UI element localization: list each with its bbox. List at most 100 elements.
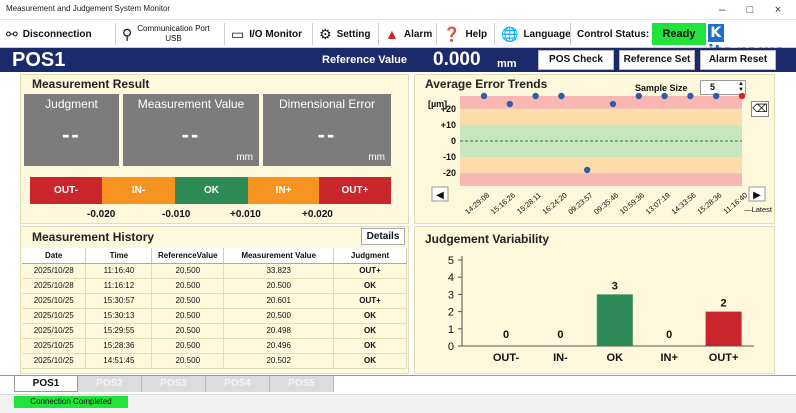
globe-icon: 🌐	[501, 25, 519, 42]
column-header[interactable]: Judgment	[333, 248, 407, 264]
trend-point[interactable]	[635, 92, 642, 100]
pos-check-button[interactable]: POS Check	[538, 50, 614, 70]
dimensional-error-value: --	[317, 122, 337, 147]
x-tick-label: OK	[607, 352, 624, 364]
close-button[interactable]: ×	[774, 4, 782, 16]
table-row[interactable]: 2025/10/28 11:16:12 20.500 20.500 OK	[22, 278, 407, 294]
help-button[interactable]: ❓ Help	[443, 22, 487, 46]
chevron-left-icon[interactable]: ◀	[436, 190, 444, 201]
trend-point[interactable]	[480, 92, 488, 100]
trend-point[interactable]	[687, 92, 694, 100]
dimensional-error-unit: mm	[368, 152, 385, 163]
x-tick-label: 14:29:08	[463, 191, 491, 217]
tab-pos4[interactable]: POS4	[206, 376, 270, 392]
trend-point[interactable]	[532, 92, 539, 100]
trend-point[interactable]	[609, 100, 617, 108]
language-button[interactable]: 🌐 Language	[501, 22, 571, 46]
maximize-button[interactable]: □	[746, 4, 754, 16]
help-icon: ❓	[443, 25, 461, 42]
tolerance-zone	[460, 157, 742, 174]
trend-point[interactable]	[661, 92, 668, 100]
table-row[interactable]: 2025/10/25 14:51:45 20.500 20.502 OK	[22, 353, 407, 369]
judgment-value: --	[62, 122, 81, 147]
table-row[interactable]: 2025/10/28 11:16:40 20.500 33.823 OUT+	[22, 263, 407, 279]
table-cell: 20.601	[223, 293, 335, 309]
disconnection-button[interactable]: ⚯ Disconnection	[6, 22, 92, 46]
bar[interactable]	[705, 311, 742, 346]
table-cell: 20.500	[151, 353, 225, 369]
window-title: Measurement and Judgement System Monitor	[6, 4, 171, 13]
trend-point[interactable]	[506, 100, 513, 108]
table-cell: OK	[333, 308, 407, 324]
language-label: Language	[523, 28, 571, 40]
column-header[interactable]: Measurement Value	[223, 248, 335, 264]
bar-value-label: 0	[557, 329, 563, 341]
table-cell: OK	[333, 323, 407, 339]
unplug-icon: ⚯	[6, 25, 18, 42]
trend-point[interactable]	[558, 92, 565, 100]
setting-button[interactable]: ⚙ Setting	[319, 22, 370, 46]
x-tick-label: IN-	[553, 352, 568, 364]
column-header[interactable]: Date	[22, 248, 87, 264]
status-text: Connection Completed	[14, 396, 128, 408]
table-row[interactable]: 2025/10/25 15:28:36 20.500 20.496 OK	[22, 338, 407, 354]
tab-pos1[interactable]: POS1	[14, 376, 78, 392]
trend-point[interactable]	[738, 92, 746, 100]
window-titlebar: Measurement and Judgement System Monitor…	[0, 0, 796, 20]
threshold-label: -0.010	[162, 209, 191, 220]
measurement-value-box: Measurement Value -- mm	[123, 94, 259, 166]
table-cell: 20.500	[151, 338, 225, 354]
bar[interactable]	[596, 294, 633, 346]
reference-set-button[interactable]: Reference Set	[619, 50, 695, 70]
chevron-right-icon[interactable]: ▶	[753, 190, 761, 201]
alarm-button[interactable]: ▲ Alarm	[385, 22, 432, 46]
table-row[interactable]: 2025/10/25 15:29:55 20.500 20.498 OK	[22, 323, 407, 339]
table-cell: 11:16:12	[85, 278, 153, 294]
trend-point[interactable]	[584, 166, 591, 174]
table-cell: 11:16:40	[85, 263, 153, 279]
disconnection-label: Disconnection	[22, 28, 92, 40]
trend-next-button[interactable]	[748, 186, 766, 202]
tab-pos2[interactable]: POS2	[78, 376, 142, 392]
bar-value-label: 3	[612, 280, 618, 292]
reference-unit: mm	[497, 58, 517, 70]
table-header-row: Date Time ReferenceValue Measurement Value J…	[22, 248, 407, 264]
toolbar-divider	[494, 23, 495, 45]
stepper-arrows-icon[interactable]: ▲ ▼	[738, 81, 744, 93]
control-status-badge: Ready	[652, 23, 706, 45]
column-header[interactable]: Time	[85, 248, 153, 264]
y-tick-label: 5	[448, 255, 454, 267]
tab-pos3[interactable]: POS3	[142, 376, 206, 392]
alarm-reset-button[interactable]: Alarm Reset	[700, 50, 776, 70]
bar-value-label: 2	[721, 298, 727, 310]
trend-prev-button[interactable]	[431, 186, 449, 202]
communication-port-button[interactable]: ⚲ Communication Port USB	[122, 22, 210, 46]
y-tick-label: 0	[448, 341, 454, 353]
sample-size-stepper[interactable]: 5 ▲ ▼	[700, 80, 746, 95]
tab-pos5[interactable]: POS5	[270, 376, 334, 392]
toolbar-divider	[115, 23, 116, 45]
x-tick-label: 13:07:19	[644, 191, 672, 217]
y-tick-label: 4	[448, 272, 454, 284]
y-tick-label: 0	[451, 136, 456, 146]
table-row[interactable]: 2025/10/25 15:30:57 20.500 20.601 OUT+	[22, 293, 407, 309]
eraser-icon[interactable]: ⌫	[751, 101, 769, 117]
error-trends-chart: [µm]+20 +10 0 -10 -20 14:29:0815:16:2615:28:1…	[428, 92, 773, 217]
x-tick-label: 15:16:26	[489, 191, 517, 217]
table-cell: OK	[333, 338, 407, 354]
io-monitor-button[interactable]: ▭ I/O Monitor	[231, 22, 302, 46]
table-row[interactable]: 2025/10/25 15:30:13 20.500 20.500 OK	[22, 308, 407, 324]
tab-strip-line	[0, 375, 796, 376]
y-axis-unit: [µm]	[428, 99, 447, 109]
table-body: 2025/10/28 11:16:40 20.500 33.823 OUT+ 2025/1…	[22, 263, 407, 369]
y-tick-label: 2	[448, 307, 454, 319]
y-tick-label: +10	[441, 120, 456, 130]
x-tick-label: 15:28:11	[515, 191, 543, 216]
trend-point[interactable]	[713, 92, 720, 100]
details-button[interactable]: Details	[361, 228, 405, 245]
minimize-button[interactable]: –	[718, 4, 726, 16]
y-tick-label: 3	[448, 289, 454, 301]
table-cell: OUT+	[333, 263, 407, 279]
column-header[interactable]: ReferenceValue	[151, 248, 225, 264]
x-tick-label: OUT-	[493, 352, 520, 364]
